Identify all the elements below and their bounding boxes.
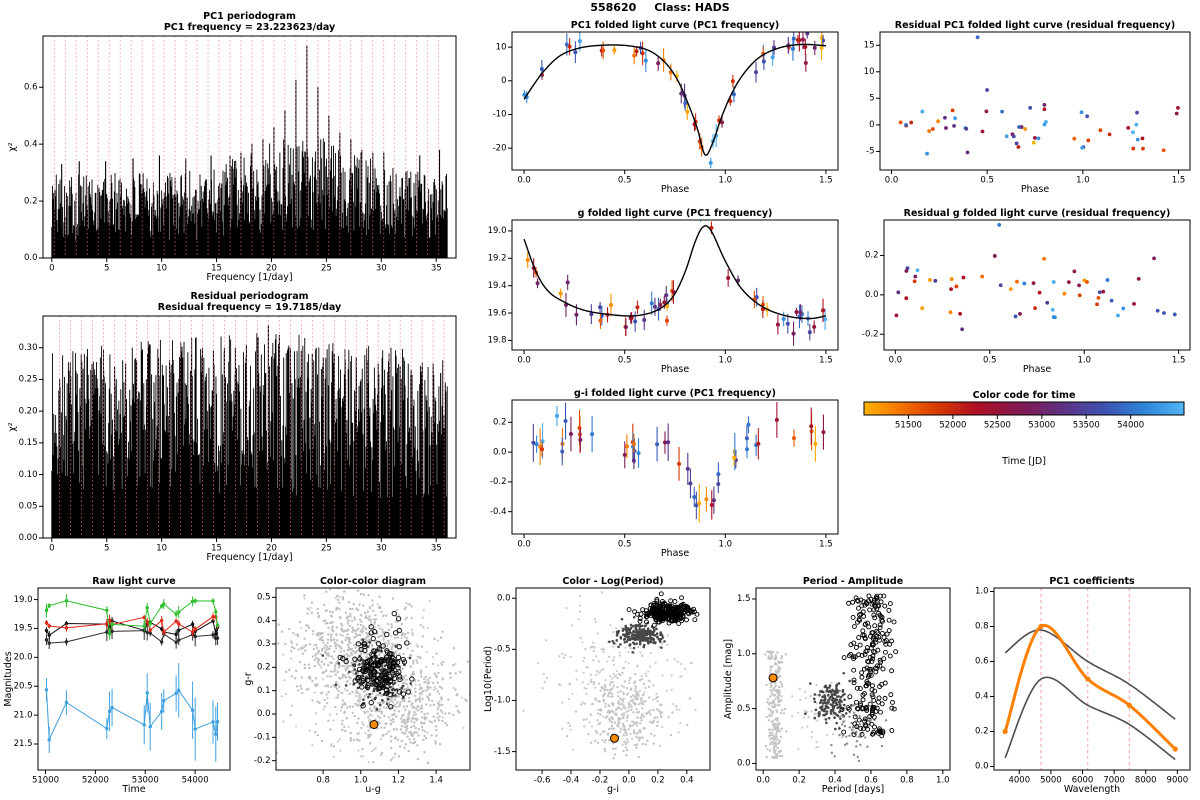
panel-residual-g-folded [850, 204, 1198, 378]
object-id: 558620 [590, 1, 637, 14]
panel-gi-folded-light-curve [478, 384, 846, 562]
panel-period-amplitude [722, 572, 958, 798]
panel-pc1-folded-light-curve [478, 16, 846, 198]
figure-title: 558620 Class: HADS [420, 1, 900, 14]
panel-pc1-coefficients [960, 572, 1198, 798]
class-label: Class: HADS [654, 1, 730, 14]
panel-color-log-period [482, 572, 718, 798]
panel-g-folded-light-curve [478, 204, 846, 378]
panel-residual-periodogram [6, 288, 464, 566]
panel-pc1-periodogram [6, 8, 464, 286]
panel-raw-light-curve [2, 572, 238, 798]
panel-residual-pc1-folded [850, 16, 1198, 198]
panel-color-color-diagram [242, 572, 478, 798]
panel-time-colorbar [850, 386, 1198, 470]
